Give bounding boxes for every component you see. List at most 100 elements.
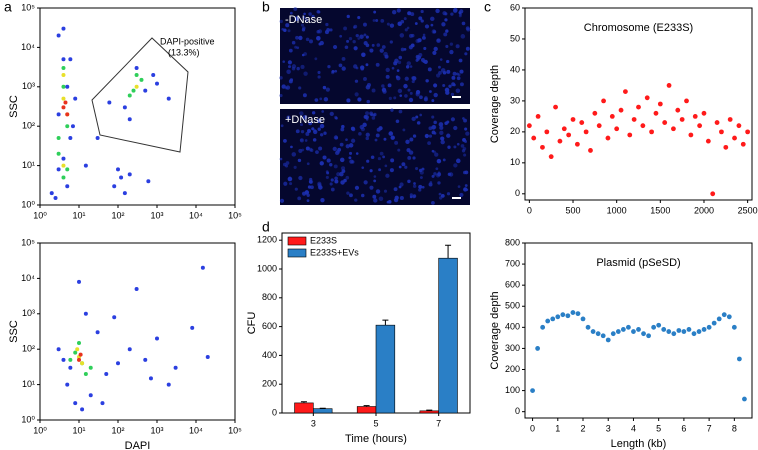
nucleus bbox=[354, 92, 359, 97]
nucleus bbox=[378, 126, 383, 131]
point bbox=[566, 132, 572, 138]
point bbox=[77, 279, 81, 284]
nucleus bbox=[397, 21, 402, 26]
point bbox=[736, 123, 742, 129]
y-tick-label: 10 bbox=[510, 157, 520, 167]
nucleus bbox=[335, 116, 338, 120]
nucleus bbox=[351, 160, 355, 164]
point bbox=[736, 356, 742, 362]
nucleus bbox=[463, 153, 467, 157]
plot-frame bbox=[524, 7, 753, 201]
nucleus bbox=[291, 64, 297, 69]
nucleus bbox=[319, 123, 325, 129]
nucleus bbox=[388, 96, 392, 101]
nucleus bbox=[304, 18, 309, 22]
nucleus bbox=[370, 113, 374, 117]
nucleus bbox=[387, 199, 392, 204]
nucleus bbox=[360, 193, 365, 198]
nucleus bbox=[345, 175, 350, 180]
nucleus bbox=[385, 67, 390, 73]
point bbox=[540, 144, 545, 150]
nucleus bbox=[409, 193, 413, 197]
point bbox=[119, 175, 124, 180]
legend-swatch bbox=[287, 248, 307, 258]
nucleus bbox=[433, 46, 438, 52]
x-tick-label: 7 bbox=[436, 418, 441, 428]
nucleus bbox=[301, 191, 307, 196]
point bbox=[570, 310, 576, 315]
nucleus bbox=[438, 122, 444, 127]
nucleus bbox=[448, 84, 452, 88]
nucleus bbox=[325, 22, 329, 27]
nucleus bbox=[330, 178, 334, 182]
point bbox=[555, 314, 561, 320]
nucleus bbox=[407, 88, 411, 92]
legend-label: E233S bbox=[310, 235, 337, 245]
nucleus bbox=[453, 163, 458, 168]
nucleus bbox=[370, 155, 375, 160]
y-axis-label: SSC bbox=[8, 95, 20, 118]
nucleus bbox=[283, 28, 287, 32]
nucleus bbox=[357, 16, 361, 20]
nucleus bbox=[309, 39, 314, 44]
nucleus bbox=[297, 158, 302, 163]
nucleus bbox=[458, 11, 462, 15]
annotation: (13.3%) bbox=[168, 47, 200, 57]
nucleus bbox=[333, 164, 338, 169]
point bbox=[116, 361, 120, 366]
nucleus bbox=[307, 129, 311, 133]
point bbox=[200, 265, 205, 270]
nucleus bbox=[397, 88, 403, 94]
y-tick-label: 10² bbox=[22, 344, 35, 354]
nucleus bbox=[373, 179, 377, 183]
point bbox=[53, 196, 58, 201]
point bbox=[671, 126, 676, 132]
nucleus bbox=[434, 152, 439, 157]
nucleus bbox=[380, 18, 385, 23]
nucleus bbox=[279, 157, 283, 161]
nucleus bbox=[314, 98, 319, 102]
nucleus bbox=[286, 69, 291, 75]
micrograph bbox=[280, 8, 470, 104]
nucleus bbox=[317, 10, 321, 14]
point bbox=[596, 123, 602, 129]
nucleus bbox=[302, 93, 307, 98]
nucleus bbox=[453, 125, 458, 131]
point bbox=[68, 57, 73, 62]
point bbox=[143, 88, 148, 93]
point bbox=[705, 138, 711, 144]
y-tick-label: 200 bbox=[262, 379, 277, 389]
x-tick-label: 0 bbox=[527, 205, 532, 215]
nucleus bbox=[389, 23, 395, 28]
nucleus bbox=[433, 92, 438, 98]
nucleus bbox=[427, 67, 432, 72]
point bbox=[588, 148, 593, 153]
nucleus bbox=[346, 14, 350, 19]
nucleus bbox=[372, 19, 376, 22]
nucleus bbox=[304, 139, 308, 142]
nucleus bbox=[355, 33, 359, 38]
nucleus bbox=[293, 7, 298, 12]
nucleus bbox=[427, 141, 431, 145]
nucleus bbox=[435, 167, 439, 171]
point bbox=[134, 72, 139, 77]
nucleus bbox=[365, 111, 369, 116]
nucleus bbox=[447, 145, 451, 149]
nucleus bbox=[421, 185, 425, 189]
nucleus bbox=[428, 90, 432, 93]
nucleus bbox=[415, 115, 419, 119]
y-tick-label: 800 bbox=[505, 237, 520, 247]
nucleus bbox=[327, 65, 331, 69]
point bbox=[205, 355, 210, 360]
nucleus bbox=[444, 12, 448, 16]
point bbox=[61, 105, 66, 110]
point bbox=[65, 84, 70, 89]
nucleus bbox=[405, 65, 410, 69]
nucleus bbox=[398, 165, 402, 169]
nucleus bbox=[299, 111, 304, 116]
nucleus bbox=[285, 161, 290, 165]
y-tick-label: 10² bbox=[22, 121, 35, 131]
nucleus bbox=[326, 158, 331, 163]
nucleus bbox=[456, 76, 461, 81]
nucleus bbox=[319, 161, 324, 166]
